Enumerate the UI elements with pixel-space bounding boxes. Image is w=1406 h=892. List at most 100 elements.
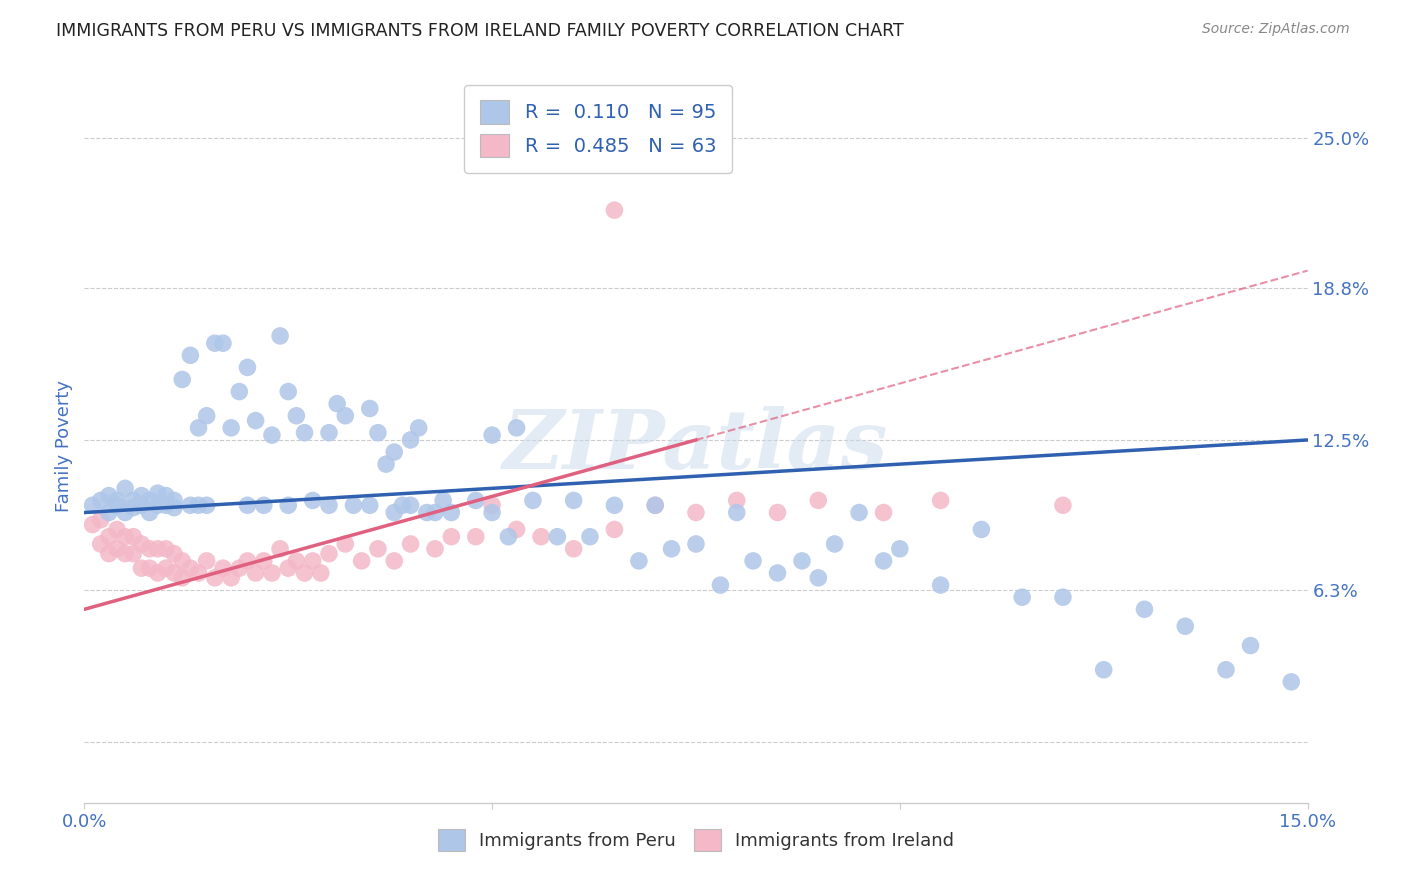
Point xyxy=(725,493,748,508)
Point xyxy=(464,530,486,544)
Point xyxy=(889,541,911,556)
Point xyxy=(709,578,731,592)
Point xyxy=(326,397,349,411)
Point xyxy=(301,493,323,508)
Point xyxy=(432,493,454,508)
Point xyxy=(1011,590,1033,604)
Point xyxy=(416,506,439,520)
Point xyxy=(929,578,952,592)
Point xyxy=(212,336,235,351)
Point xyxy=(970,523,993,537)
Point xyxy=(562,541,585,556)
Point xyxy=(277,498,299,512)
Point xyxy=(929,493,952,508)
Point xyxy=(187,498,209,512)
Point xyxy=(138,541,160,556)
Point xyxy=(685,506,707,520)
Point xyxy=(367,541,389,556)
Point xyxy=(219,571,242,585)
Point xyxy=(725,506,748,520)
Point xyxy=(138,561,160,575)
Point xyxy=(440,506,463,520)
Point xyxy=(285,554,308,568)
Point xyxy=(131,498,153,512)
Point xyxy=(644,498,666,512)
Point xyxy=(245,414,267,428)
Point xyxy=(1052,590,1074,604)
Point xyxy=(579,530,602,544)
Point xyxy=(423,541,446,556)
Point xyxy=(399,498,422,512)
Legend: Immigrants from Peru, Immigrants from Ireland: Immigrants from Peru, Immigrants from Ir… xyxy=(430,822,962,858)
Point xyxy=(97,530,120,544)
Point xyxy=(90,493,112,508)
Point xyxy=(82,498,104,512)
Point xyxy=(530,530,553,544)
Point xyxy=(138,506,160,520)
Point xyxy=(481,428,503,442)
Point xyxy=(179,348,201,362)
Point xyxy=(195,409,218,423)
Point xyxy=(90,513,112,527)
Point xyxy=(872,506,894,520)
Text: Source: ZipAtlas.com: Source: ZipAtlas.com xyxy=(1202,22,1350,37)
Point xyxy=(1239,639,1261,653)
Point xyxy=(848,506,870,520)
Point xyxy=(82,517,104,532)
Point xyxy=(399,537,422,551)
Point xyxy=(131,537,153,551)
Point xyxy=(90,537,112,551)
Point xyxy=(105,493,128,508)
Point xyxy=(122,530,145,544)
Point xyxy=(644,498,666,512)
Point xyxy=(481,498,503,512)
Text: IMMIGRANTS FROM PERU VS IMMIGRANTS FROM IRELAND FAMILY POVERTY CORRELATION CHART: IMMIGRANTS FROM PERU VS IMMIGRANTS FROM … xyxy=(56,22,904,40)
Point xyxy=(1279,674,1302,689)
Point xyxy=(253,498,276,512)
Point xyxy=(375,457,398,471)
Point xyxy=(481,506,503,520)
Point xyxy=(204,571,226,585)
Point xyxy=(163,547,186,561)
Point xyxy=(97,489,120,503)
Point xyxy=(187,566,209,580)
Point xyxy=(114,506,136,520)
Point xyxy=(155,561,177,575)
Point xyxy=(790,554,813,568)
Point xyxy=(97,506,120,520)
Point xyxy=(155,541,177,556)
Point xyxy=(562,493,585,508)
Point xyxy=(172,372,194,386)
Point xyxy=(146,486,169,500)
Point xyxy=(742,554,765,568)
Point xyxy=(146,566,169,580)
Point xyxy=(382,554,405,568)
Point xyxy=(661,541,683,556)
Point xyxy=(122,547,145,561)
Point xyxy=(1133,602,1156,616)
Point xyxy=(391,498,413,512)
Point xyxy=(367,425,389,440)
Point xyxy=(766,506,789,520)
Point xyxy=(423,506,446,520)
Point xyxy=(122,493,145,508)
Point xyxy=(228,384,250,399)
Point xyxy=(318,425,340,440)
Point xyxy=(294,425,316,440)
Point xyxy=(195,554,218,568)
Point xyxy=(382,506,405,520)
Point xyxy=(440,530,463,544)
Point xyxy=(219,421,242,435)
Point xyxy=(155,498,177,512)
Point xyxy=(236,554,259,568)
Point xyxy=(309,566,332,580)
Point xyxy=(172,554,194,568)
Point xyxy=(138,493,160,508)
Point xyxy=(122,500,145,515)
Point xyxy=(807,571,830,585)
Point xyxy=(342,498,364,512)
Point xyxy=(105,498,128,512)
Point xyxy=(155,489,177,503)
Point xyxy=(172,571,194,585)
Text: ZIPatlas: ZIPatlas xyxy=(503,406,889,486)
